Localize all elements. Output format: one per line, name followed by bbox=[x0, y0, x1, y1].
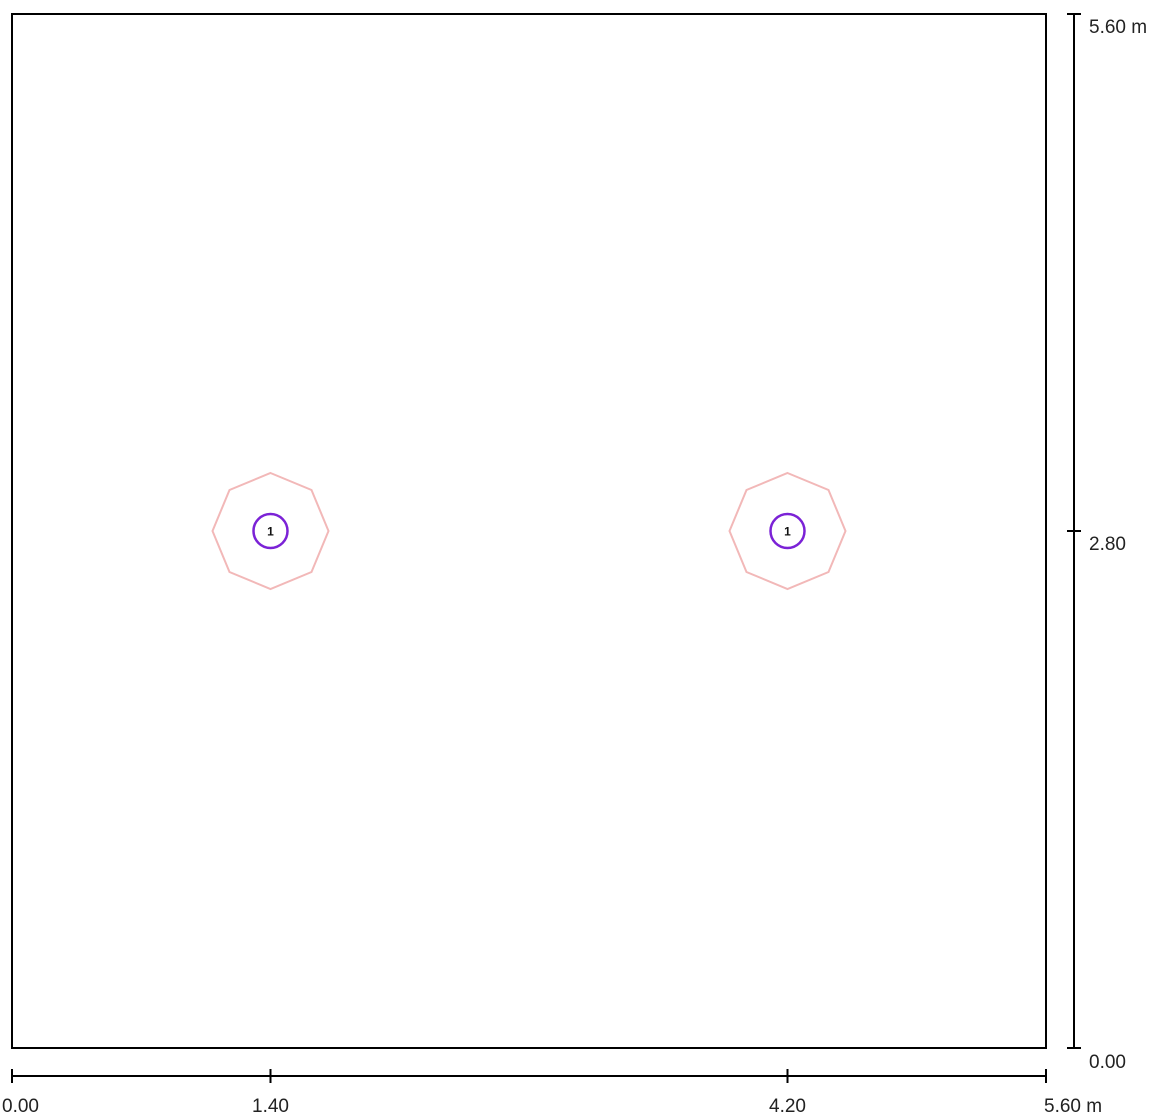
x-tick-label: 5.60 m bbox=[1044, 1096, 1102, 1117]
luminaire[interactable]: 1 bbox=[211, 471, 330, 591]
luminaire-number: 1 bbox=[784, 525, 791, 539]
luminaire-number: 1 bbox=[267, 525, 274, 539]
x-dimension-axis: 0.00 1.40 4.20 5.60 m bbox=[2, 1069, 1102, 1117]
luminaire-marker bbox=[769, 512, 806, 550]
luminaire[interactable]: 1 bbox=[728, 471, 847, 591]
luminaire-marker bbox=[252, 512, 289, 550]
y-tick-label: 2.80 bbox=[1089, 534, 1126, 555]
luminaire-outline bbox=[728, 471, 847, 591]
y-tick-label: 0.00 bbox=[1089, 1052, 1126, 1073]
y-tick-label: 5.60 m bbox=[1089, 17, 1147, 38]
room-outline bbox=[11, 13, 1047, 1049]
x-tick-label: 0.00 bbox=[2, 1096, 39, 1117]
luminaire-outline bbox=[211, 471, 330, 591]
x-tick-label: 4.20 bbox=[769, 1096, 806, 1117]
x-tick-label: 1.40 bbox=[252, 1096, 289, 1117]
y-dimension-axis: 0.00 2.80 5.60 m bbox=[1067, 13, 1147, 1073]
